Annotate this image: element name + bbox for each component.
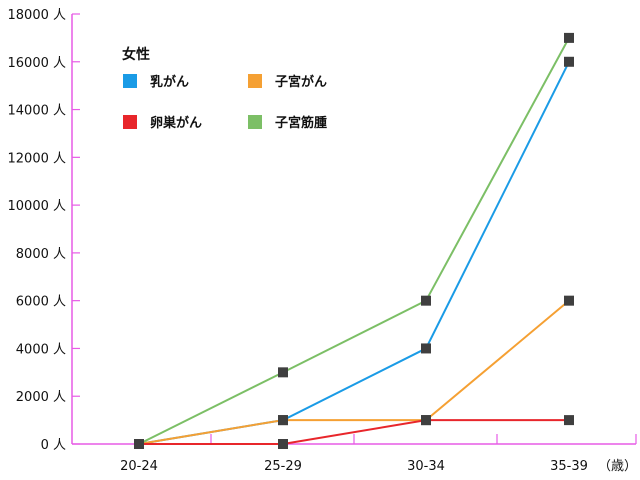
y-tick-label: 10000 人: [8, 199, 67, 214]
y-axis-ticks: 0 人 2000 人 4000 人 6000 人 8000 人 10000 人 12000 …: [8, 8, 80, 453]
y-tick-label: 16000 人: [8, 56, 67, 71]
legend-swatch: [123, 115, 137, 129]
data-point-marker: [564, 415, 574, 426]
legend-label: 子宮筋腫: [275, 115, 327, 131]
y-tick-label: 8000 人: [16, 247, 66, 262]
series-markers: [134, 32, 574, 449]
y-tick-label: 12000 人: [8, 151, 67, 166]
legend-title: 女性: [122, 46, 150, 63]
series-line: [138, 299, 570, 445]
y-tick-label: 6000 人: [16, 295, 66, 310]
legend-label: 子宮がん: [275, 74, 327, 90]
data-point-marker: [278, 367, 288, 378]
series-line: [138, 37, 570, 445]
series-lines: [138, 37, 570, 445]
data-point-marker: [421, 415, 431, 426]
legend-label: 乳がん: [150, 74, 189, 90]
series-line: [139, 419, 569, 445]
x-tick-label: 35-39: [550, 459, 588, 474]
data-point-marker: [134, 439, 144, 449]
x-axis-unit: （歳）: [598, 459, 637, 474]
data-point-marker: [564, 295, 574, 306]
data-point-marker: [278, 415, 288, 426]
data-point-marker: [421, 295, 431, 306]
y-tick-label: 18000 人: [8, 8, 67, 23]
x-tick-label: 30-34: [407, 459, 445, 474]
legend-label: 卵巣がん: [150, 115, 202, 131]
y-tick-label: 2000 人: [16, 390, 66, 405]
data-point-marker: [421, 343, 431, 354]
y-tick-label: 0 人: [41, 438, 66, 453]
legend-swatch: [248, 115, 262, 129]
data-point-marker: [564, 32, 574, 43]
series-line: [138, 61, 570, 445]
data-point-marker: [278, 439, 288, 449]
y-tick-label: 4000 人: [16, 342, 66, 357]
x-axis-ticks: 20-24 25-29 30-34 35-39: [120, 434, 637, 474]
legend-swatch: [248, 74, 262, 88]
x-tick-label: 20-24: [120, 459, 158, 474]
legend-swatch: [123, 74, 137, 88]
y-tick-label: 14000 人: [8, 104, 67, 119]
x-tick-label: 25-29: [264, 459, 302, 474]
data-point-marker: [564, 56, 574, 67]
